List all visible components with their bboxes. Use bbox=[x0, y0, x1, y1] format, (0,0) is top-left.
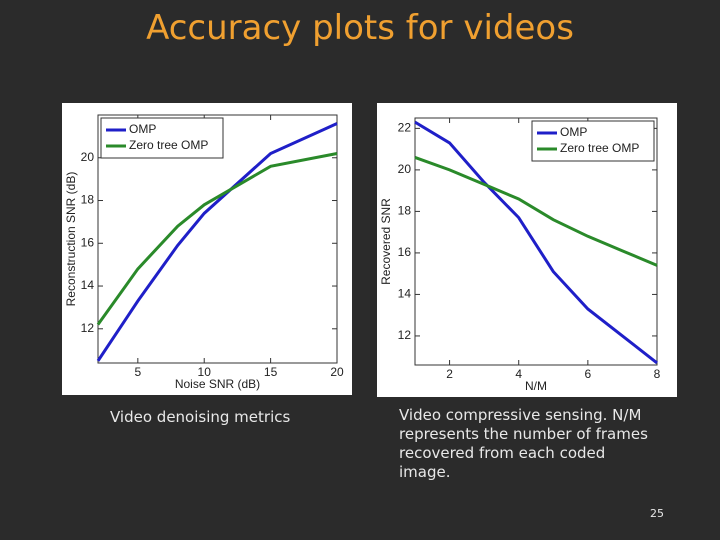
caption: Video denoising metrics bbox=[110, 408, 291, 426]
y-tick-label: 14 bbox=[398, 287, 412, 301]
y-tick-label: 12 bbox=[81, 321, 95, 335]
x-tick-label: 5 bbox=[134, 365, 141, 379]
y-tick-label: 12 bbox=[398, 328, 412, 342]
x-tick-label: 4 bbox=[515, 367, 522, 381]
data-line bbox=[414, 156, 658, 267]
x-tick-label: 8 bbox=[654, 367, 661, 381]
data-line bbox=[414, 120, 658, 365]
page-number: 25 bbox=[650, 507, 664, 520]
x-axis-label: N/M bbox=[525, 379, 547, 393]
slide-title: Accuracy plots for videos bbox=[146, 8, 574, 48]
x-tick-label: 2 bbox=[446, 367, 453, 381]
legend-label: OMP bbox=[560, 125, 587, 139]
legend-label: OMP bbox=[129, 122, 156, 136]
legend-box bbox=[100, 117, 224, 159]
data-line bbox=[96, 152, 338, 326]
x-tick-label: 15 bbox=[264, 365, 278, 379]
y-tick-label: 14 bbox=[81, 278, 95, 292]
x-tick-label: 10 bbox=[198, 365, 212, 379]
y-tick-label: 20 bbox=[81, 150, 95, 164]
x-tick-label: 20 bbox=[330, 365, 344, 379]
y-tick-label: 20 bbox=[398, 162, 412, 176]
caption: Video compressive sensing. N/M represent… bbox=[399, 406, 648, 481]
y-tick-label: 18 bbox=[398, 204, 412, 218]
y-axis-label: Recovered SNR bbox=[379, 198, 393, 285]
legend-label: Zero tree OMP bbox=[129, 138, 208, 152]
x-axis-label: Noise SNR (dB) bbox=[175, 377, 260, 391]
legend-box bbox=[531, 120, 655, 162]
y-tick-label: 16 bbox=[398, 245, 412, 259]
legend-label: Zero tree OMP bbox=[560, 141, 639, 155]
x-tick-label: 6 bbox=[585, 367, 592, 381]
y-axis-label: Reconstruction SNR (dB) bbox=[64, 172, 78, 307]
y-tick-label: 18 bbox=[81, 193, 95, 207]
data-line bbox=[96, 122, 338, 362]
y-tick-label: 16 bbox=[81, 235, 95, 249]
y-tick-label: 22 bbox=[398, 121, 412, 135]
